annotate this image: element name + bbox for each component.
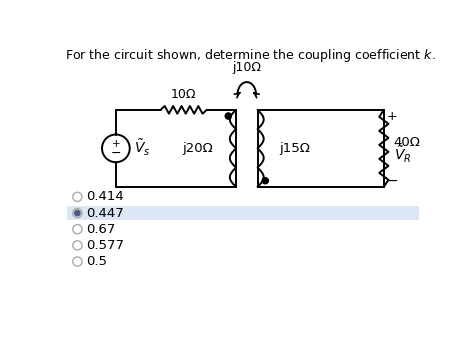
Text: $\tilde{V}_R$: $\tilde{V}_R$ <box>394 145 411 165</box>
Text: 0.414: 0.414 <box>86 190 124 203</box>
Text: +: + <box>386 110 397 122</box>
Text: 0.67: 0.67 <box>86 223 115 236</box>
Circle shape <box>75 210 80 216</box>
Text: 0.447: 0.447 <box>86 207 124 220</box>
Text: 0.5: 0.5 <box>86 255 107 268</box>
Circle shape <box>262 178 268 184</box>
FancyBboxPatch shape <box>66 206 419 220</box>
Circle shape <box>225 113 231 119</box>
Text: j10Ω: j10Ω <box>232 62 261 74</box>
Text: j15Ω: j15Ω <box>279 142 310 155</box>
Text: $\tilde{V}_s$: $\tilde{V}_s$ <box>134 138 150 159</box>
Text: For the circuit shown, determine the coupling coefficient $k$.: For the circuit shown, determine the cou… <box>65 47 436 64</box>
Text: −: − <box>110 147 121 160</box>
Text: 10Ω: 10Ω <box>171 88 196 101</box>
Text: −: − <box>386 174 398 188</box>
Text: +: + <box>111 139 120 149</box>
Text: 0.577: 0.577 <box>86 239 124 252</box>
Text: j20Ω: j20Ω <box>182 142 213 155</box>
Text: 40Ω: 40Ω <box>394 136 421 149</box>
